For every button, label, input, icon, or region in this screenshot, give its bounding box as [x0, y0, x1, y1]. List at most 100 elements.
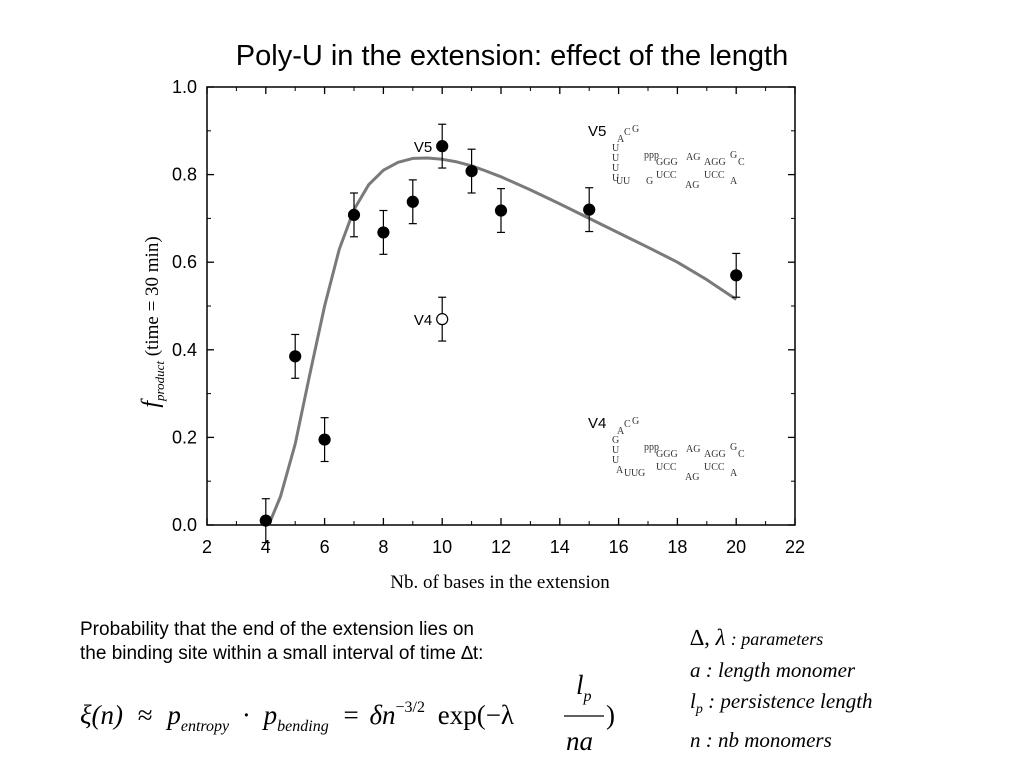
v5-gc: G: [730, 150, 737, 161]
param-row-2: a : length monomer: [690, 658, 856, 682]
v4-loop-a: A: [617, 426, 625, 437]
formula-dot: ·: [242, 700, 251, 730]
formula: ξ(n) ≈ pentropy · pbending = δn−3/2 exp(…: [80, 672, 615, 756]
v5-loop-c: C: [624, 127, 631, 138]
formula-n: n: [382, 700, 396, 730]
param-1-symbol: ∆, λ: [690, 625, 726, 650]
data-point: [318, 433, 331, 446]
v5-loop-a: A: [617, 134, 625, 145]
param-3-symbol: l: [690, 689, 696, 713]
v5-loop-u2: U: [612, 153, 620, 164]
formula-close: ): [606, 700, 615, 730]
data-point: [583, 203, 596, 216]
v4-bottom-strand: UCC: [656, 462, 677, 473]
svg-text:fproduct (time = 30 min): fproduct (time = 30 min): [138, 236, 167, 407]
data-point: [289, 350, 302, 363]
data-point: [347, 208, 361, 221]
formula-delta: δ: [369, 700, 382, 730]
v5-ag-bottom: AG: [685, 180, 699, 191]
data-point-group: [377, 209, 390, 255]
y-tick-label: 0.6: [172, 252, 197, 272]
v4-loop-g: G: [632, 416, 639, 427]
structure-v5-name: V5: [588, 123, 606, 140]
v5-ag-top: AG: [686, 152, 700, 163]
v4-loop-end: G: [638, 468, 645, 479]
data-point: [494, 204, 508, 217]
data-point: [465, 164, 478, 178]
formula-exp: exp(−λ: [438, 700, 514, 730]
x-axis-label: Nb. of bases in the extension: [390, 572, 610, 593]
chart-title: Poly-U in the extension: effect of the l…: [235, 40, 789, 72]
x-tick-label: 22: [785, 537, 805, 557]
data-point-group: [436, 123, 449, 169]
data-point-group: [318, 417, 331, 463]
data-point-group: [289, 333, 302, 379]
y-tick-label: 0.2: [172, 427, 197, 447]
y-tick-label: 0.8: [172, 165, 197, 185]
param-3-text: : persistence length: [708, 689, 873, 713]
x-tick-label: 6: [320, 537, 330, 557]
y-tick-label: 1.0: [172, 77, 197, 97]
y-axis-label-suffix: (time = 30 min): [142, 236, 163, 356]
v4-ppp: ppp: [644, 442, 659, 453]
data-point: [377, 226, 390, 239]
formula-p2-sub: bending: [277, 718, 329, 735]
v5-loop-g: G: [632, 124, 639, 135]
param-1-text: : parameters: [730, 629, 824, 649]
x-tick-label: 8: [378, 537, 388, 557]
data-point-group: [465, 148, 478, 194]
v4-top-strand: GGG: [656, 449, 678, 460]
v4-gc: G: [730, 442, 737, 453]
formula-lhs: ξ(n): [80, 700, 123, 730]
y-axis-label: fproduct (time = 30 min): [138, 236, 167, 407]
v5-loop-u1: U: [612, 143, 620, 154]
y-axis-label-subscript: product: [152, 361, 167, 402]
structure-v5: V5 A C G U U U U ppp GGG AG AGG G C U U …: [588, 123, 745, 191]
formula-numerator: l: [576, 672, 584, 700]
svg-text:ξ(n) ≈ pentropy ·: ξ(n) ≈ pentropy · pbending = δn−3/2 exp(…: [80, 688, 514, 737]
data-points: [259, 123, 743, 544]
v5-ppp: ppp: [644, 150, 659, 161]
x-tick-label: 14: [550, 537, 570, 557]
v4-loop-g2: G: [612, 435, 619, 446]
v4-c: C: [738, 449, 745, 460]
structure-v4: V4 A C G G U U A ppp GGG AG AGG G C U U …: [588, 415, 745, 483]
v5-loop-u4: U: [612, 173, 620, 184]
formula-approx: ≈: [138, 700, 153, 730]
chart: 2 4 6 8 10 12 14 16 18 20 220.00.20.40.60.81.0 V5V…: [138, 77, 805, 593]
v5-loop-u5: U: [616, 176, 624, 187]
param-row-3: lp : persistence length: [690, 686, 1020, 725]
formula-p2: p: [262, 700, 278, 730]
data-point-group: [406, 179, 419, 225]
v4-a-end: A: [730, 468, 738, 479]
v5-loop-u6: U: [623, 176, 631, 187]
description: Probability that the end of the extensio…: [80, 618, 640, 666]
v5-a-end: A: [730, 176, 738, 187]
formula-p1-sub: entropy: [181, 718, 230, 735]
formula-p1: p: [165, 700, 181, 730]
data-point-group: [436, 296, 449, 342]
y-tick-label: 0.4: [172, 340, 197, 360]
description-line-2: the binding site within a small interval…: [80, 643, 484, 664]
x-tick-label: 2: [202, 537, 212, 557]
point-labels: V5 V4: [414, 139, 432, 329]
v4-ag-top: AG: [686, 444, 700, 455]
point-annotation: V5: [414, 139, 432, 156]
param-row-4: n : nb monomers: [690, 728, 832, 753]
v5-loop-end: G: [646, 176, 653, 187]
description-line-1: Probability that the end of the extensio…: [80, 619, 474, 640]
x-tick-label: 20: [726, 537, 746, 557]
v5-c: C: [738, 157, 745, 168]
param-3-sub: p: [695, 702, 703, 718]
data-point-group: [259, 498, 272, 544]
axes: 2 4 6 8 10 12 14 16 18 20 22 0.0 0.2 0.4 0.6 0.8 1.0: [172, 77, 805, 557]
data-point-group: [730, 252, 743, 298]
structure-v4-name: V4: [588, 415, 606, 432]
formula-denominator: na: [566, 726, 593, 756]
formula-numerator-sub: p: [583, 688, 592, 705]
data-point-group: [494, 188, 508, 234]
formula-eq: =: [343, 700, 358, 730]
v4-loop-c: C: [624, 419, 631, 430]
v5-agg: AGG: [704, 157, 726, 168]
y-tick-label: 0.0: [172, 515, 197, 535]
